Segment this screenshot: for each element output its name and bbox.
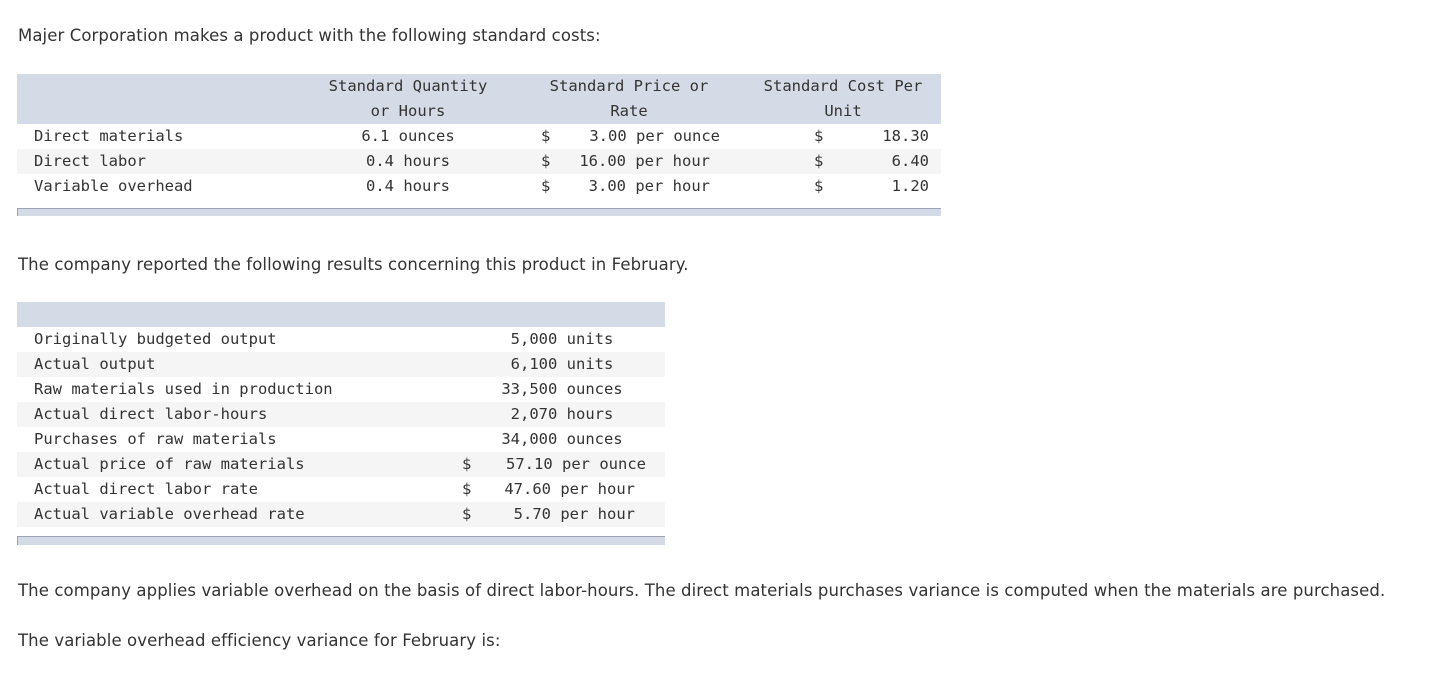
row-value: 6,100 units — [510, 355, 614, 373]
table-row: Variable overhead 0.4 hours $ 3.00 per h… — [17, 174, 941, 199]
question-text: The variable overhead efficiency varianc… — [18, 631, 501, 650]
table-row: Purchases of raw materials 34,000 ounces — [17, 427, 665, 452]
header-cost-line2: Unit — [824, 102, 862, 120]
results-intro-text: The company reported the following resul… — [18, 255, 689, 274]
header-cost-line1: Standard Cost Per — [763, 77, 923, 95]
table-row: Actual direct labor-hours 2,070 hours — [17, 402, 665, 427]
standard-costs-table: Standard Quantity or Hours Standard Pric… — [17, 74, 941, 217]
row-value: 5.70 per hour — [513, 505, 635, 523]
row-label: Actual variable overhead rate — [34, 505, 305, 523]
table-footer — [17, 208, 941, 216]
row-value: 47.60 per hour — [504, 480, 635, 498]
row-label: Direct labor — [34, 152, 146, 170]
row-label: Purchases of raw materials — [34, 430, 277, 448]
row-price-symbol: $ — [541, 177, 551, 195]
row-label: Actual direct labor rate — [34, 480, 258, 498]
row-cost-symbol: $ — [814, 152, 824, 170]
row-value: 34,000 ounces — [501, 430, 623, 448]
row-cost: 6.40 — [891, 152, 929, 170]
table-header: Standard Quantity or Hours Standard Pric… — [17, 74, 941, 124]
february-results-table: Originally budgeted output 5,000 units A… — [17, 302, 665, 546]
row-label: Raw materials used in production — [34, 380, 333, 398]
row-value: 2,070 hours — [510, 405, 614, 423]
row-price: 16.00 per hour — [579, 152, 710, 170]
table-row: Raw materials used in production 33,500 … — [17, 377, 665, 402]
row-cost: 1.20 — [891, 177, 929, 195]
row-qty: 6.1 ounces — [361, 127, 455, 145]
row-value: 33,500 ounces — [501, 380, 623, 398]
table-row: Originally budgeted output 5,000 units — [17, 327, 665, 352]
row-label: Actual price of raw materials — [34, 455, 305, 473]
row-price: 3.00 per hour — [588, 177, 710, 195]
table-row: Actual output 6,100 units — [17, 352, 665, 377]
header-qty-line2: or Hours — [370, 102, 446, 120]
row-price: 3.00 per ounce — [589, 127, 720, 145]
table-row: Actual variable overhead rate $ 5.70 per… — [17, 502, 665, 527]
table-row: Actual price of raw materials $ 57.10 pe… — [17, 452, 665, 477]
row-value: 5,000 units — [510, 330, 614, 348]
header-qty-line1: Standard Quantity — [328, 77, 488, 95]
row-symbol: $ — [462, 505, 472, 523]
row-cost-symbol: $ — [814, 177, 824, 195]
intro-text: Majer Corporation makes a product with t… — [18, 26, 601, 45]
row-symbol: $ — [462, 480, 472, 498]
row-label: Actual direct labor-hours — [34, 405, 268, 423]
row-label: Variable overhead — [34, 177, 193, 195]
row-label: Actual output — [34, 355, 156, 373]
table-footer — [17, 536, 665, 545]
row-cost-symbol: $ — [814, 127, 824, 145]
row-value: 57.10 per ounce — [506, 455, 646, 473]
table-row: Actual direct labor rate $ 47.60 per hou… — [17, 477, 665, 502]
header-price-line2: Rate — [610, 102, 648, 120]
row-label: Direct materials — [34, 127, 184, 145]
overhead-note-text: The company applies variable overhead on… — [18, 581, 1386, 600]
table-row: Direct labor 0.4 hours $ 16.00 per hour … — [17, 149, 941, 174]
row-price-symbol: $ — [541, 152, 551, 170]
row-qty: 0.4 hours — [366, 152, 450, 170]
row-qty: 0.4 hours — [366, 177, 450, 195]
table-row: Direct materials 6.1 ounces $ 3.00 per o… — [17, 124, 941, 149]
row-symbol: $ — [462, 455, 472, 473]
header-price-line1: Standard Price or — [549, 77, 709, 95]
row-label: Originally budgeted output — [34, 330, 277, 348]
table-header — [17, 302, 665, 327]
row-price-symbol: $ — [541, 127, 551, 145]
row-cost: 18.30 — [882, 127, 929, 145]
